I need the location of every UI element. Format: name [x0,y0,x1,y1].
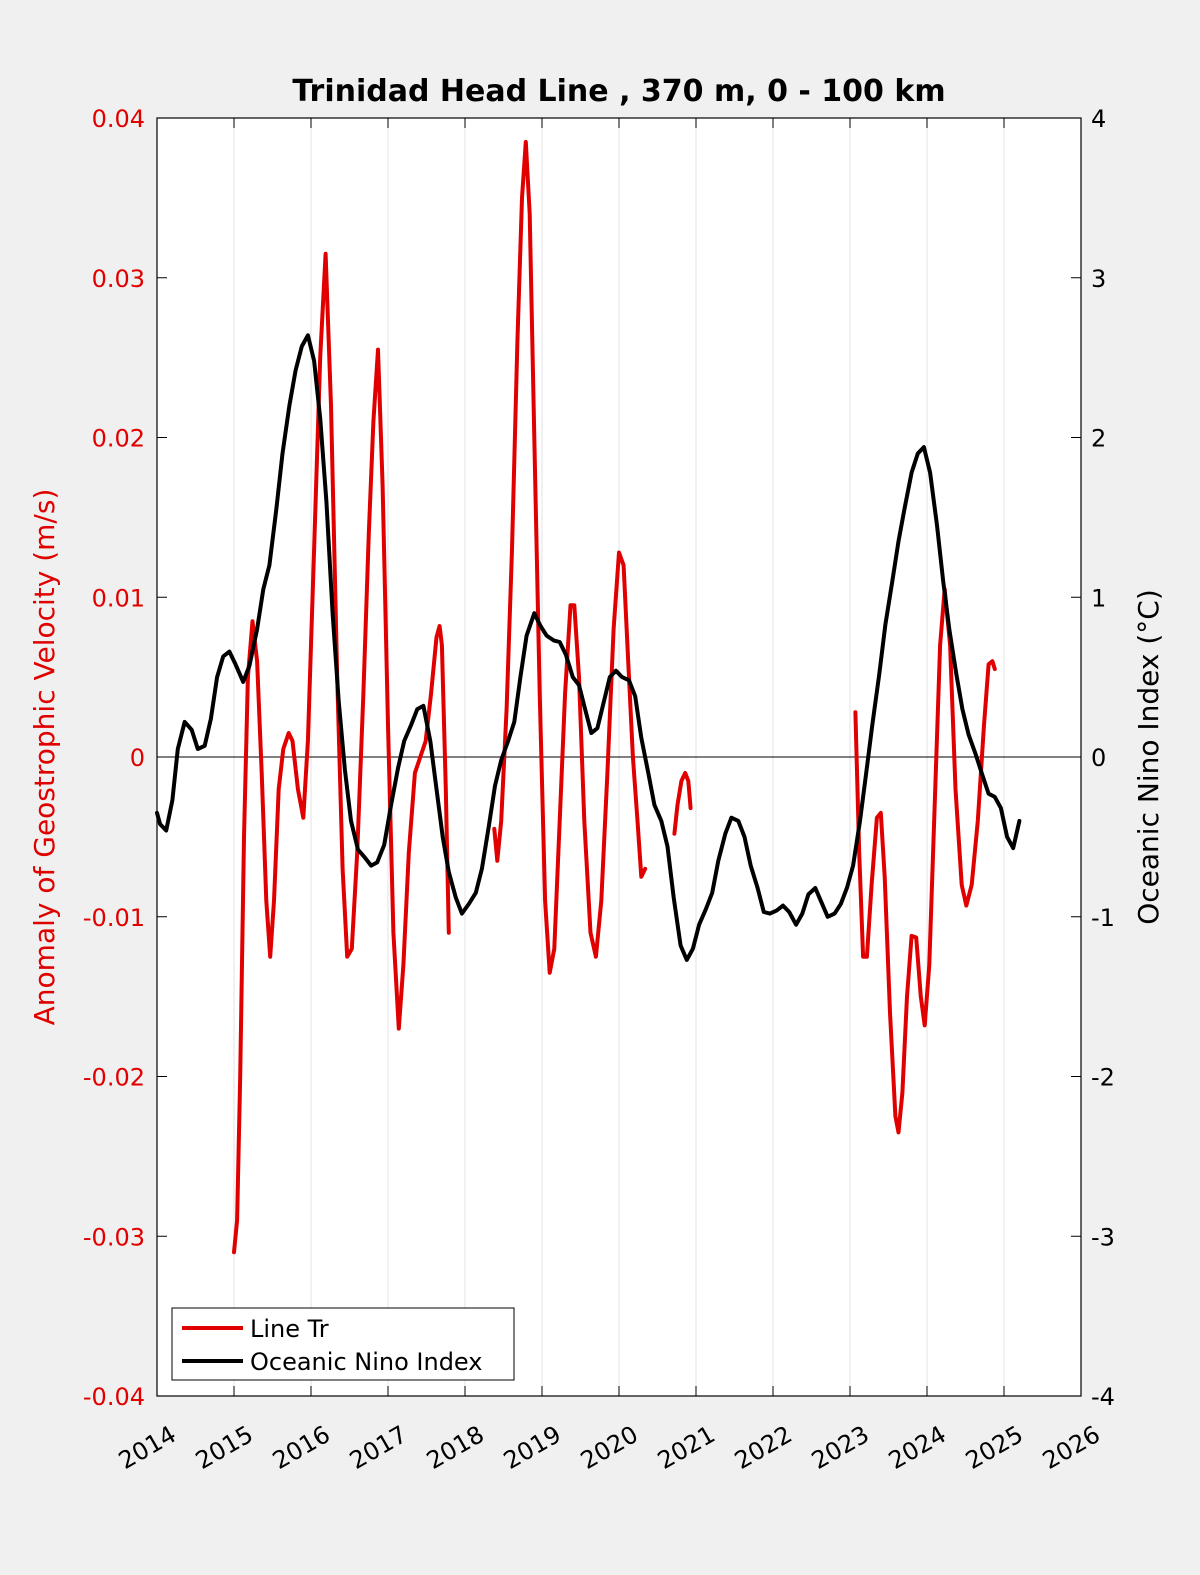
series-oni-segment-0 [155,333,1022,962]
series-layer [155,140,1022,1255]
y-right-tick-label: 1 [1091,584,1106,612]
y-right-tick-label: 3 [1091,265,1106,293]
y-axis-right-label: Oceanic Nino Index (°C) [1132,589,1165,925]
legend-label-line-tr: Line Tr [250,1315,329,1343]
series-line-tr-segment-0 [232,251,451,1255]
y-left-tick-label: 0 [130,744,145,772]
y-right-tick-label: -1 [1091,904,1115,932]
y-left-tick-label: -0.01 [83,904,145,932]
y-right-tick-label: 4 [1091,105,1106,133]
series-line-tr-segment-3 [853,587,997,1135]
legend-label-oni: Oceanic Nino Index [250,1348,482,1376]
y-left-tick-label: -0.02 [83,1064,145,1092]
chart-title: Trinidad Head Line , 370 m, 0 - 100 km [292,74,945,109]
y-right-tick-label: -3 [1091,1223,1115,1251]
legend-box [171,1307,515,1381]
y-left-tick-label: 0.04 [92,105,145,133]
y-left-tick-label: 0.01 [92,584,145,612]
legend: Line Tr Oceanic Nino Index [171,1307,515,1381]
y-right-tick-label: 0 [1091,744,1106,772]
y-left-tick-label: -0.04 [83,1383,145,1411]
tick-marks [156,117,1082,1397]
series-line-tr-segment-2 [672,771,693,836]
y-left-tick-label: 0.03 [92,265,145,293]
y-right-tick-label: 2 [1091,425,1106,453]
series-line-tr-segment-1 [492,140,648,975]
y-left-tick-label: -0.03 [83,1223,145,1251]
y-axis-left-label: Anomaly of Geostrophic Velocity (m/s) [28,489,61,1026]
y-right-tick-label: -4 [1091,1383,1115,1411]
y-right-tick-label: -2 [1091,1064,1115,1092]
y-left-tick-label: 0.02 [92,425,145,453]
